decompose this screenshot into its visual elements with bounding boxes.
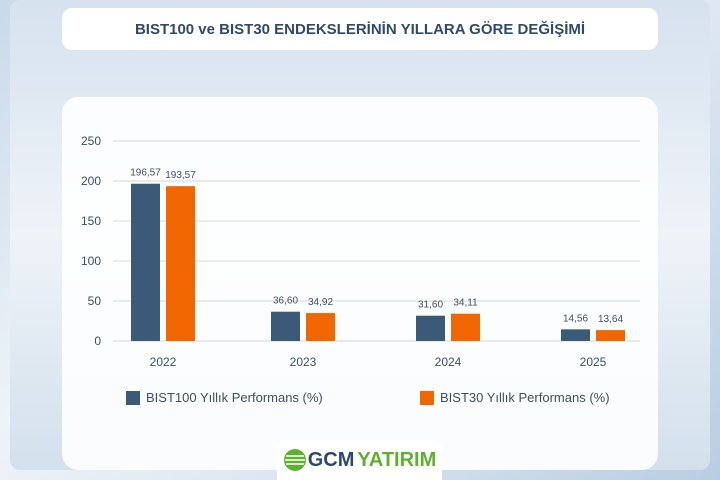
x-tick-label: 2025 xyxy=(580,355,607,369)
y-tick-label: 150 xyxy=(81,214,101,228)
y-tick-label: 200 xyxy=(81,174,101,188)
bar-bist30-2022 xyxy=(166,186,195,341)
legend-label-bist100: BIST100 Yıllık Performans (%) xyxy=(146,390,323,405)
y-tick-label: 0 xyxy=(94,334,101,348)
x-tick-label: 2023 xyxy=(290,355,317,369)
data-label: 31,60 xyxy=(418,300,443,311)
bar-bist100-2024 xyxy=(416,315,445,341)
chart-title: BIST100 ve BIST30 ENDEKSLERİNİN YILLARA … xyxy=(134,20,586,38)
globe-icon xyxy=(283,449,306,471)
data-label: 196,57 xyxy=(130,168,161,179)
bar-bist100-2023 xyxy=(271,311,300,341)
x-tick-label: 2022 xyxy=(150,355,177,369)
data-label: 14,56 xyxy=(563,313,588,324)
x-tick-label: 2024 xyxy=(435,355,462,369)
legend-swatch-bist30 xyxy=(420,390,434,405)
y-tick-label: 100 xyxy=(81,254,101,268)
data-label: 36,60 xyxy=(273,296,298,307)
bar-bist30-2024 xyxy=(451,313,480,341)
y-tick-label: 50 xyxy=(88,294,102,308)
y-tick-label: 250 xyxy=(81,134,101,148)
legend-bist100: BIST100 Yıllık Performans (%) xyxy=(126,390,323,405)
chart-card xyxy=(62,97,658,470)
legend-bist30: BIST30 Yıllık Performans (%) xyxy=(420,390,610,405)
bar-bist30-2023 xyxy=(306,313,335,341)
data-label: 34,92 xyxy=(308,297,333,308)
bar-bist100-2025 xyxy=(561,329,590,341)
logo-gcm: GCM xyxy=(307,448,355,471)
title-bar: BIST100 ve BIST30 ENDEKSLERİNİN YILLARA … xyxy=(62,8,658,50)
data-label: 193,57 xyxy=(165,170,196,181)
data-label: 13,64 xyxy=(598,314,623,325)
logo-yatirim: YATIRIM xyxy=(357,448,437,471)
legend-swatch-bist100 xyxy=(126,390,140,405)
gcm-logo: GCM YATIRIM xyxy=(277,440,442,480)
data-label: 34,11 xyxy=(453,298,478,309)
bar-bist30-2025 xyxy=(596,330,625,341)
legend-label-bist30: BIST30 Yıllık Performans (%) xyxy=(440,390,610,405)
bar-bist100-2022 xyxy=(131,183,160,341)
